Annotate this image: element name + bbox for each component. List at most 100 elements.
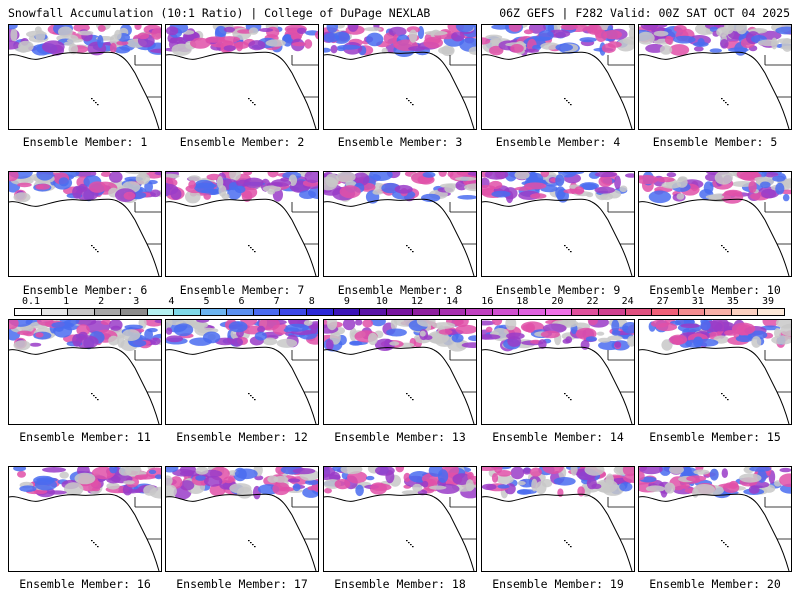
snowfall-shading (154, 474, 161, 480)
colorbar-swatch (413, 309, 440, 315)
snowfall-shading (123, 191, 136, 200)
ensemble-member-label: Ensemble Member: 1 (22, 135, 148, 149)
island (723, 247, 725, 249)
ensemble-member-map (8, 319, 162, 425)
snowfall-shading (272, 482, 290, 496)
snowfall-shading (196, 320, 210, 323)
snowfall-shading (538, 339, 547, 349)
snowfall-shading (619, 482, 633, 492)
snowfall-shading (314, 30, 318, 40)
snowfall-shading (510, 467, 525, 480)
coastline (324, 198, 475, 276)
snowfall-shading (223, 45, 236, 52)
snowfall-shading (173, 323, 194, 337)
snowfall-shading (664, 35, 674, 45)
snowfall-shading (369, 172, 393, 181)
snowfall-shading (581, 183, 598, 191)
snowfall-shading (258, 28, 274, 32)
snowfall-map (166, 320, 318, 424)
island (412, 399, 414, 401)
island (412, 546, 414, 548)
snowfall-shading (639, 467, 663, 475)
snowfall-shading (221, 193, 230, 200)
island (410, 249, 412, 251)
colorbar-swatch (492, 309, 520, 315)
snowfall-shading (287, 478, 301, 483)
political-borders (291, 202, 318, 245)
snowfall-shading (46, 490, 67, 495)
coastline (9, 51, 160, 129)
snowfall-shading (628, 27, 634, 40)
snowfall-shading (148, 469, 157, 475)
colorbar-swatch (200, 309, 228, 315)
snowfall-shading (324, 47, 331, 53)
political-borders (449, 497, 476, 540)
snowfall-shading (170, 188, 182, 200)
political-borders (291, 497, 318, 540)
island (408, 100, 410, 102)
snowfall-shading (761, 188, 777, 199)
snowfall-shading (535, 481, 547, 495)
snowfall-shading (421, 480, 429, 488)
snowfall-shading (375, 467, 395, 476)
snowfall-shading (468, 46, 476, 55)
island (566, 395, 568, 397)
snowfall-map (9, 320, 161, 424)
island (97, 251, 99, 253)
island (248, 245, 250, 247)
coastline (166, 346, 317, 424)
snowfall-shading (416, 320, 436, 327)
snowfall-shading (754, 176, 771, 181)
ensemble-member-label: Ensemble Member: 11 (19, 430, 151, 444)
island (248, 98, 250, 100)
snowfall-shading (422, 172, 436, 178)
snowfall-shading (243, 177, 264, 188)
snowfall-shading (555, 43, 573, 52)
ensemble-member-label: Ensemble Member: 16 (19, 577, 151, 591)
snowfall-shading (614, 175, 621, 190)
snowfall-shading (324, 474, 341, 481)
snowfall-shading (248, 27, 259, 35)
snowfall-shading (342, 320, 356, 331)
snowfall-shading (9, 40, 21, 50)
snowfall-shading (455, 176, 476, 181)
snowfall-shading (135, 173, 151, 185)
coastline (166, 198, 317, 276)
ensemble-member-map (8, 24, 162, 130)
colorbar-swatch (253, 309, 281, 315)
snowfall-shading (254, 475, 264, 481)
island (564, 393, 566, 395)
coastline (639, 346, 790, 424)
colorbar-swatch (15, 309, 42, 315)
snowfall-shading (273, 476, 289, 483)
snowfall-shading (709, 48, 722, 53)
coastline (9, 198, 160, 276)
island (93, 100, 95, 102)
political-borders (764, 55, 791, 98)
snowfall-map (482, 172, 634, 276)
political-borders (764, 350, 791, 393)
snowfall-shading (367, 332, 378, 346)
island (566, 247, 568, 249)
snowfall-shading (510, 43, 524, 53)
colorbar-swatch (439, 309, 467, 315)
snowfall-shading (35, 332, 44, 338)
snowfall-shading (113, 46, 131, 54)
island (570, 104, 572, 106)
island (250, 100, 252, 102)
snowfall-shading (451, 31, 465, 42)
island (252, 102, 254, 104)
snowfall-shading (429, 485, 447, 490)
snowfall-shading (336, 172, 356, 183)
snowfall-shading (696, 338, 719, 347)
snowfall-shading (304, 172, 318, 184)
colorbar-swatch (678, 309, 706, 315)
snowfall-shading (542, 467, 564, 474)
snowfall-shading (326, 320, 338, 331)
colorbar-swatch (386, 309, 414, 315)
snowfall-shading (489, 45, 504, 56)
island (91, 540, 93, 542)
snowfall-shading (780, 45, 791, 50)
island (248, 540, 250, 542)
snowfall-shading (467, 471, 474, 481)
